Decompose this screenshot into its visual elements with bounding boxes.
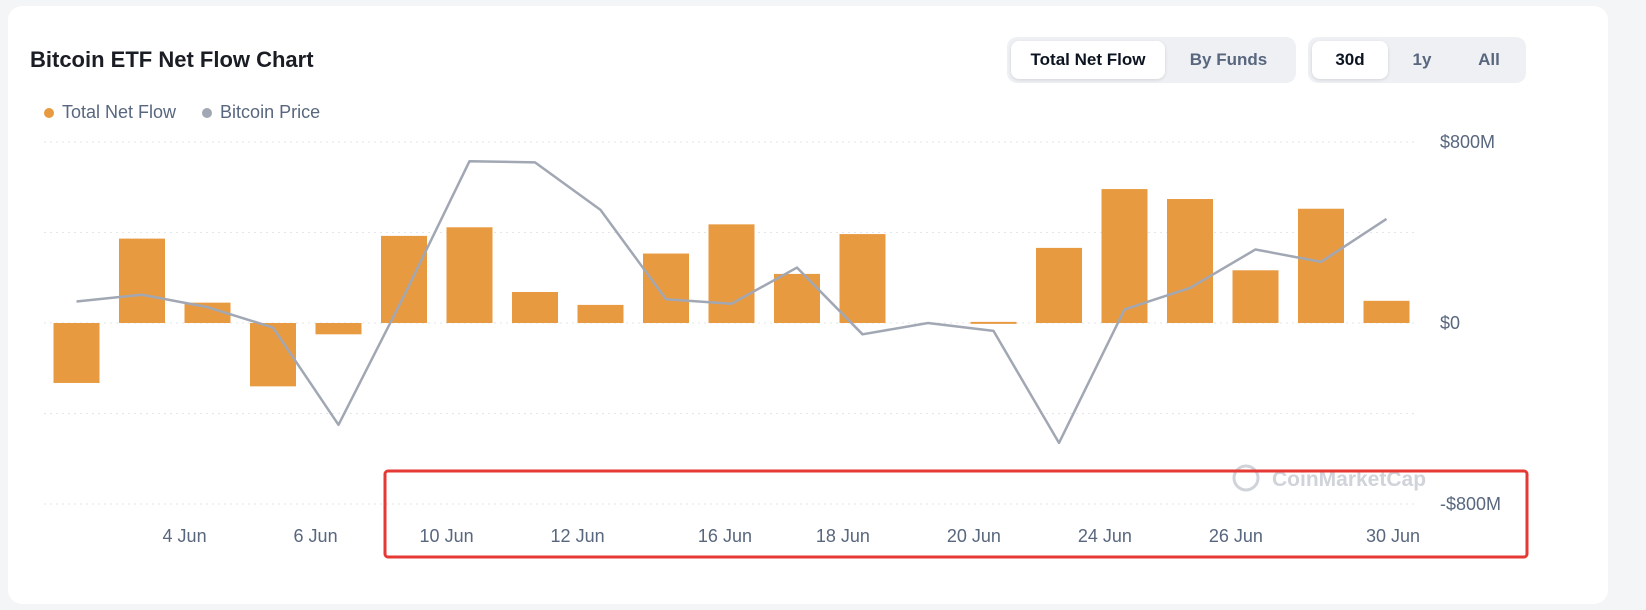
net-flow-bar-8 [577,304,624,323]
net-flow-bar-18 [1232,270,1279,323]
x-tick-label-8: 26 Jun [1209,526,1263,546]
net-flow-bar-14 [970,321,1017,324]
x-axis-ticks: 4 Jun 6 Jun 10 Jun 12 Jun 16 Jun 18 Jun 20 Jun… [163,526,1421,546]
legend-label-bitcoin-price: Bitcoin Price [220,102,321,122]
net-flow-bar-9 [643,253,689,323]
net-flow-bar-1 [119,238,165,323]
net-flow-bar-16 [1101,189,1148,323]
x-tick-label-6: 20 Jun [947,526,1001,546]
bitcoin-price-line [76,159,1388,445]
x-tick-label-0: 4 Jun [163,526,207,546]
total-net-flow-button[interactable]: Total Net Flow [1011,41,1165,79]
x-tick-label-3: 12 Jun [551,526,605,546]
x-tick-label-1: 6 Jun [294,526,338,546]
net-flow-bar-12 [839,234,886,323]
net-flow-bar-4 [315,323,362,335]
legend-label-net-flow: Total Net Flow [62,102,177,122]
y-tick-label-2: $800M [1440,132,1495,152]
bitcoin-price-dot-icon [202,107,213,118]
view-toggle: Total Net Flow By Funds [1007,37,1296,83]
y-axis-ticks: -$800M $0 $800M [1440,132,1501,514]
x-tick-label-5: 18 Jun [816,526,870,546]
net-flow-bar-2 [184,302,231,323]
net-flow-bar-20 [1363,300,1410,323]
coinmarketcap-logo-icon [1232,464,1260,492]
legend-item-net-flow[interactable]: Total Net Flow [44,102,176,123]
x-tick-label-2: 10 Jun [420,526,474,546]
x-tick-label-7: 24 Jun [1078,526,1132,546]
net-flow-bar-19 [1298,208,1344,323]
net-flow-dot-icon [44,107,54,118]
net-flow-bar-6 [446,227,493,323]
legend-item-bitcoin-price[interactable]: Bitcoin Price [202,102,320,123]
watermark: CoinMarketCap [1232,464,1426,492]
y-tick-label-0: -$800M [1440,494,1501,514]
watermark-text: CoinMarketCap [1272,468,1426,491]
net-flow-bar-3 [250,323,296,387]
y-tick-label-1: $0 [1440,313,1460,333]
range-30d-button[interactable]: 30d [1312,41,1388,79]
x-tick-label-9: 30 Jun [1366,526,1420,546]
highlight-box [383,469,1529,559]
net-flow-bar-7 [512,292,558,323]
chart-title: Bitcoin ETF Net Flow Chart [30,47,314,72]
net-flow-bar-17 [1167,199,1213,323]
net-flow-bar-15 [1036,247,1082,323]
bitcoin-price-polyline [76,159,1388,445]
net-flow-bars [53,189,1410,387]
net-flow-bar-11 [774,273,820,323]
range-toggle: 30d 1y All [1308,37,1526,83]
x-tick-label-4: 16 Jun [698,526,752,546]
net-flow-bar-0 [53,323,100,383]
range-all-button[interactable]: All [1478,50,1500,69]
by-funds-button[interactable]: By Funds [1189,50,1268,69]
range-1y-button[interactable]: 1y [1412,50,1432,69]
net-flow-bar-10 [708,224,755,323]
chart-legend: Total Net Flow Bitcoin Price [44,102,320,123]
net-flow-bar-5 [381,235,427,323]
